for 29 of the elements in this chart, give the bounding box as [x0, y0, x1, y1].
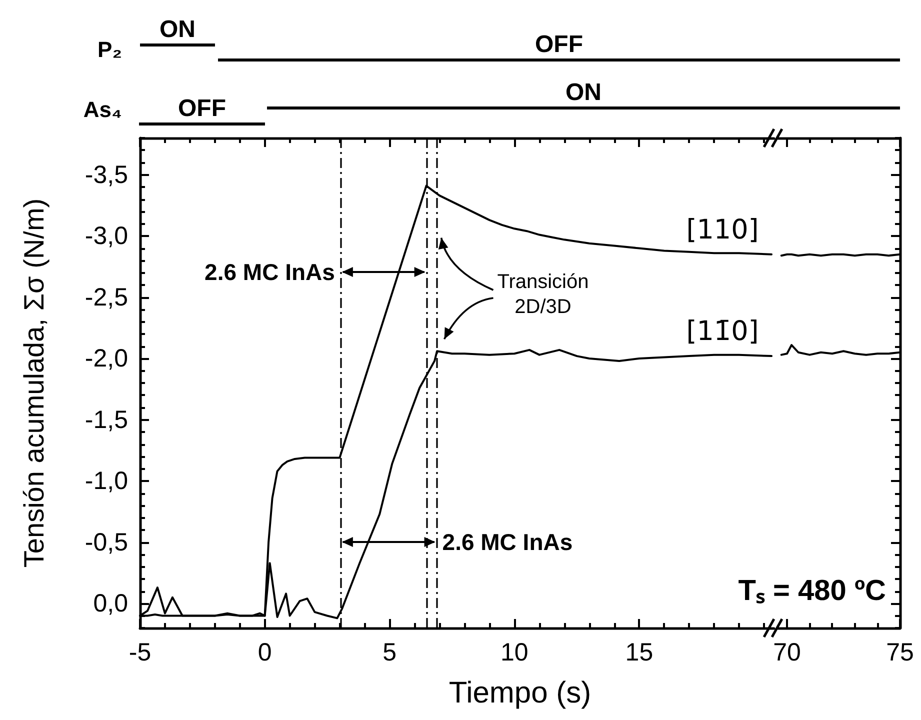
- annotation: 2.6 MC InAs: [204, 259, 335, 285]
- x-tick-label: 5: [382, 638, 397, 666]
- annotation: Transición 2D/3D: [497, 271, 589, 318]
- x-tick-label: 75: [886, 638, 914, 666]
- text: ON: [566, 79, 602, 106]
- text: P₂: [98, 37, 122, 62]
- y-tick-label: -1,5: [84, 406, 128, 434]
- text: OFF: [535, 31, 583, 58]
- y-tick-label: -2,5: [84, 283, 128, 312]
- x-tick-label: 70: [773, 638, 801, 666]
- text: As₄: [83, 97, 122, 122]
- y-tick-label: -3,0: [84, 222, 128, 250]
- series-label: [110]: [686, 214, 759, 246]
- x-tick-label: -5: [128, 638, 152, 666]
- text: ON: [160, 16, 196, 43]
- y-tick-label: -3,5: [84, 160, 128, 189]
- series-label: [11̄0]: [686, 316, 759, 348]
- y-tick-label: 0,0: [93, 590, 128, 618]
- y-axis-title: Tensión acumulada, Σσ (N/m): [18, 198, 50, 568]
- x-tick-label: 15: [625, 638, 654, 666]
- y-tick-label: -1,0: [84, 467, 128, 495]
- y-tick-label: -0,5: [84, 528, 128, 556]
- text: OFF: [178, 95, 226, 122]
- annotation: Tₛ = 480 ºC: [738, 575, 886, 607]
- y-tick-label: -2,0: [84, 344, 128, 372]
- x-axis-title: Tiempo (s): [448, 676, 592, 710]
- x-tick-label: 0: [258, 638, 272, 666]
- annotation: 2.6 MC InAs: [442, 529, 573, 555]
- x-tick-label: 10: [500, 638, 528, 666]
